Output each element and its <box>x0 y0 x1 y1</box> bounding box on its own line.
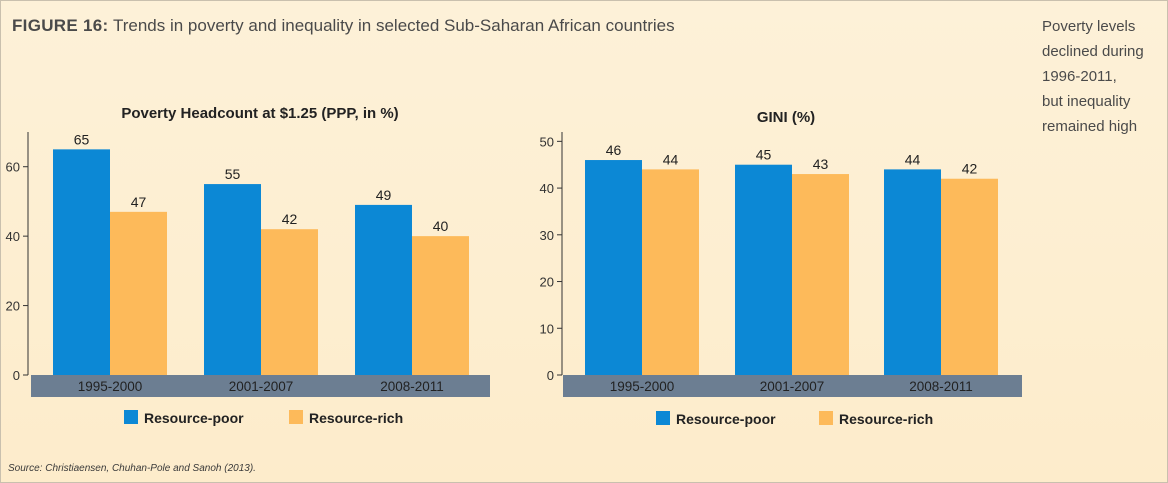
chart-title: GINI (%) <box>757 109 815 126</box>
data-label: 42 <box>962 161 978 177</box>
y-tick-label: 40 <box>6 229 20 244</box>
bar-resource-rich <box>642 169 699 375</box>
data-label: 65 <box>74 131 90 147</box>
y-tick-label: 40 <box>540 181 554 196</box>
data-label: 46 <box>606 142 622 158</box>
side-note-line: but inequality <box>1042 93 1131 110</box>
data-label: 55 <box>225 166 241 182</box>
bar-resource-rich <box>261 229 318 375</box>
y-tick-label: 50 <box>540 134 554 149</box>
bar-resource-poor <box>53 149 110 375</box>
category-band <box>563 375 1022 397</box>
bar-resource-poor <box>884 169 941 375</box>
bar-resource-rich <box>110 211 167 375</box>
data-label: 42 <box>282 211 298 227</box>
figure-label: FIGURE 16: <box>12 16 109 35</box>
legend-swatch <box>819 411 833 425</box>
legend-swatch <box>656 411 670 425</box>
category-band <box>31 375 490 397</box>
data-label: 49 <box>376 187 392 203</box>
y-tick-label: 20 <box>540 275 554 290</box>
data-label: 40 <box>433 218 449 234</box>
category-label: 1995-2000 <box>78 379 143 394</box>
side-note: Poverty levels declined during 1996-2011… <box>1042 14 1164 139</box>
bar-resource-rich <box>412 236 469 375</box>
legend-label: Resource-rich <box>309 410 403 426</box>
data-label: 44 <box>905 151 921 167</box>
data-label: 45 <box>756 147 772 163</box>
bar-resource-poor <box>735 164 792 375</box>
figure-title-text: Trends in poverty and inequality in sele… <box>112 16 675 35</box>
y-tick-label: 60 <box>6 160 20 175</box>
legend-swatch <box>289 410 303 424</box>
y-tick-label: 0 <box>547 368 554 383</box>
category-label: 2008-2011 <box>909 379 973 394</box>
side-note-line: 1996-2011, <box>1042 68 1117 85</box>
chart-title: Poverty Headcount at $1.25 (PPP, in %) <box>121 105 398 122</box>
legend-label: Resource-poor <box>676 411 776 427</box>
data-label: 43 <box>813 156 829 172</box>
side-note-line: declined during <box>1042 43 1144 60</box>
data-label: 44 <box>663 151 679 167</box>
category-label: 2001-2007 <box>229 379 294 394</box>
bar-resource-poor <box>204 184 261 375</box>
category-label: 2008-2011 <box>380 379 444 394</box>
figure-title: FIGURE 16: Trends in poverty and inequal… <box>12 16 675 36</box>
y-tick-label: 20 <box>6 299 20 314</box>
source-note: Source: Christiaensen, Chuhan-Pole and S… <box>8 463 256 474</box>
category-label: 2001-2007 <box>760 379 825 394</box>
side-note-line: Poverty levels <box>1042 18 1136 35</box>
data-label: 47 <box>131 194 147 210</box>
legend-swatch <box>124 410 138 424</box>
y-tick-label: 30 <box>540 228 554 243</box>
legend-label: Resource-poor <box>144 410 244 426</box>
bar-resource-poor <box>585 160 642 375</box>
bar-resource-poor <box>355 204 412 375</box>
y-tick-label: 10 <box>540 321 554 336</box>
y-tick-label: 0 <box>13 368 20 383</box>
legend-label: Resource-rich <box>839 411 933 427</box>
bar-resource-rich <box>792 174 849 375</box>
bar-resource-rich <box>941 178 998 375</box>
category-label: 1995-2000 <box>610 379 675 394</box>
side-note-line: remained high <box>1042 118 1138 135</box>
